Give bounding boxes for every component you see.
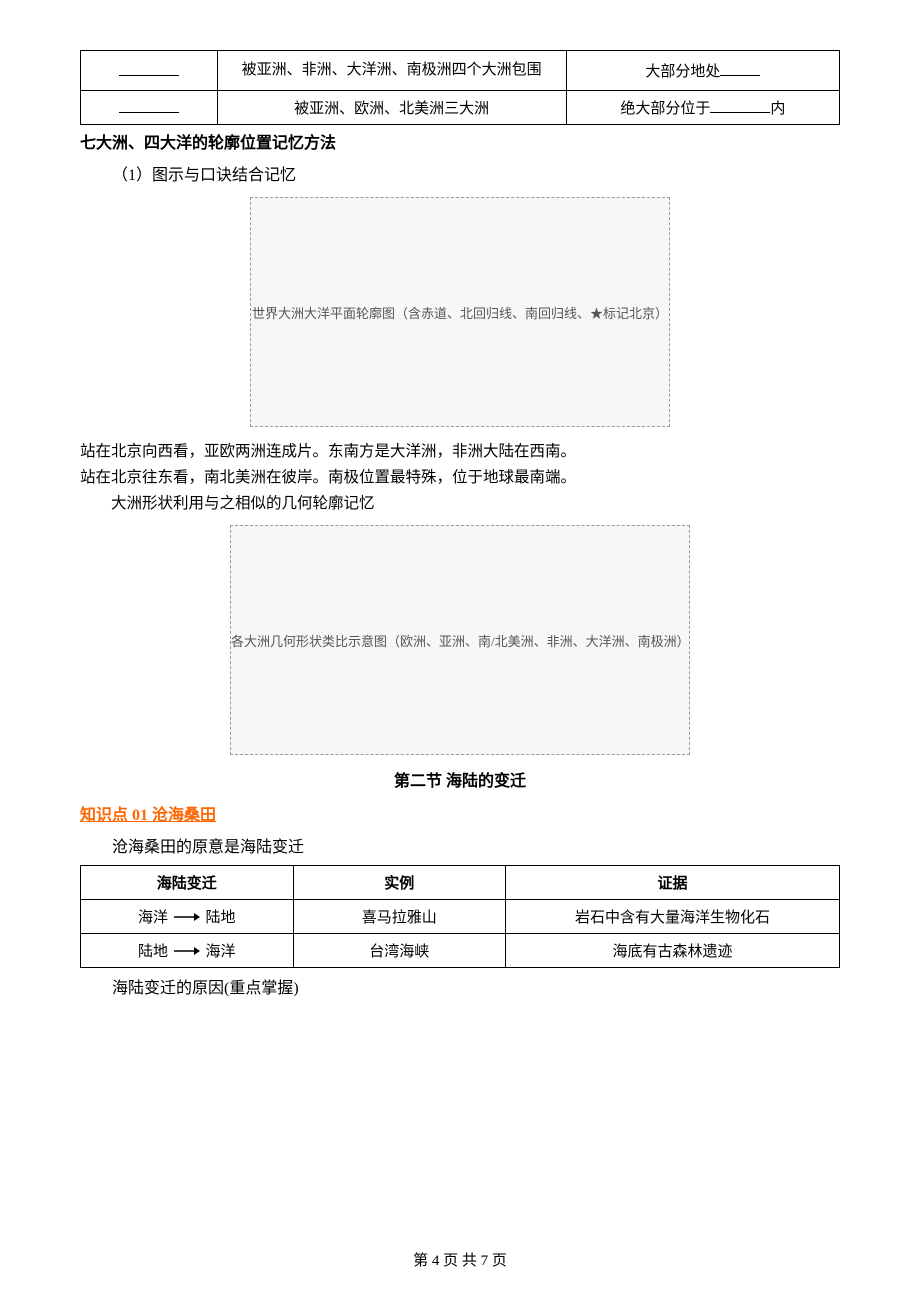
mnemonic-line: 站在北京往东看，南北美洲在彼岸。南极位置最特殊，位于地球最南端。 xyxy=(80,465,840,487)
world-map-figure: 世界大洲大洋平面轮廓图（含赤道、北回归线、南回归线、★标记北京） xyxy=(250,197,670,427)
mnemonic-line: 站在北京向西看，亚欧两洲连成片。东南方是大洋洲，非洲大陆在西南。 xyxy=(80,439,840,461)
evidence-cell: 海底有古森林遗迹 xyxy=(506,934,840,968)
table-row: 被亚洲、非洲、大洋洲、南极洲四个大洲包围 大部分地处 xyxy=(81,51,840,91)
item-1-label: （1）图示与口诀结合记忆 xyxy=(80,161,840,185)
footer-mid: 页 共 xyxy=(439,1253,480,1269)
description-cell: 被亚洲、欧洲、北美洲三大洲 xyxy=(217,91,566,125)
kp-number: 01 xyxy=(132,807,148,824)
col-header: 证据 xyxy=(506,866,840,900)
mnemonic-line: 大洲形状利用与之相似的几何轮廓记忆 xyxy=(80,491,840,513)
location-prefix: 大部分地处 xyxy=(645,64,720,80)
footer-total: 7 xyxy=(481,1253,489,1269)
example-cell: 喜马拉雅山 xyxy=(293,900,506,934)
kp-title: 沧海桑田 xyxy=(148,807,216,824)
table-row: 被亚洲、欧洲、北美洲三大洲 绝大部分位于 内 xyxy=(81,91,840,125)
change-from: 海洋 xyxy=(138,910,168,926)
change-to: 海洋 xyxy=(206,944,236,960)
kp01-intro-text: 沧海桑田的原意是海陆变迁 xyxy=(80,833,840,857)
ocean-surround-table: 被亚洲、非洲、大洋洲、南极洲四个大洲包围 大部分地处 被亚洲、欧洲、北美洲三大洲… xyxy=(80,50,840,125)
section-2-heading: 第二节 海陆的变迁 xyxy=(80,767,840,791)
location-cell: 大部分地处 xyxy=(566,51,839,91)
table-row: 陆地 海洋 台湾海峡 海底有古森林遗迹 xyxy=(81,934,840,968)
page-footer: 第 4 页 共 7 页 xyxy=(0,1249,920,1270)
arrow-icon xyxy=(172,944,202,961)
change-to: 陆地 xyxy=(206,910,236,926)
kp-prefix: 知识点 xyxy=(80,807,132,824)
footer-suffix: 页 xyxy=(488,1253,507,1269)
fill-blank xyxy=(119,98,179,113)
sea-land-change-table: 海陆变迁 实例 证据 海洋 陆地 喜马拉雅山 岩石中含有大量海洋生物化石 陆地 … xyxy=(80,865,840,968)
evidence-cell: 岩石中含有大量海洋生物化石 xyxy=(506,900,840,934)
knowledge-point-01-heading: 知识点 01 沧海桑田 xyxy=(80,801,840,825)
example-cell: 台湾海峡 xyxy=(293,934,506,968)
change-direction-cell: 海洋 陆地 xyxy=(81,900,294,934)
location-cell: 绝大部分位于 内 xyxy=(566,91,839,125)
location-prefix: 绝大部分位于 xyxy=(620,101,710,117)
change-from: 陆地 xyxy=(138,944,168,960)
continent-shapes-figure: 各大洲几何形状类比示意图（欧洲、亚洲、南/北美洲、非洲、大洋洲、南极洲） xyxy=(230,525,690,755)
footer-prefix: 第 xyxy=(413,1253,432,1269)
blank-cell xyxy=(81,91,218,125)
blank-cell xyxy=(81,51,218,91)
mnemonic-block: 站在北京向西看，亚欧两洲连成片。东南方是大洋洲，非洲大陆在西南。 站在北京往东看… xyxy=(80,439,840,513)
fill-blank xyxy=(119,61,179,76)
col-header: 海陆变迁 xyxy=(81,866,294,900)
causes-label: 海陆变迁的原因(重点掌握) xyxy=(80,974,840,998)
arrow-icon xyxy=(172,910,202,927)
change-direction-cell: 陆地 海洋 xyxy=(81,934,294,968)
table-row: 海洋 陆地 喜马拉雅山 岩石中含有大量海洋生物化石 xyxy=(81,900,840,934)
section-title-memory-method: 七大洲、四大洋的轮廓位置记忆方法 xyxy=(80,129,840,153)
description-cell: 被亚洲、非洲、大洋洲、南极洲四个大洲包围 xyxy=(217,51,566,91)
fill-blank xyxy=(710,98,770,113)
table-header-row: 海陆变迁 实例 证据 xyxy=(81,866,840,900)
location-suffix: 内 xyxy=(770,101,785,117)
col-header: 实例 xyxy=(293,866,506,900)
fill-blank xyxy=(720,61,760,76)
